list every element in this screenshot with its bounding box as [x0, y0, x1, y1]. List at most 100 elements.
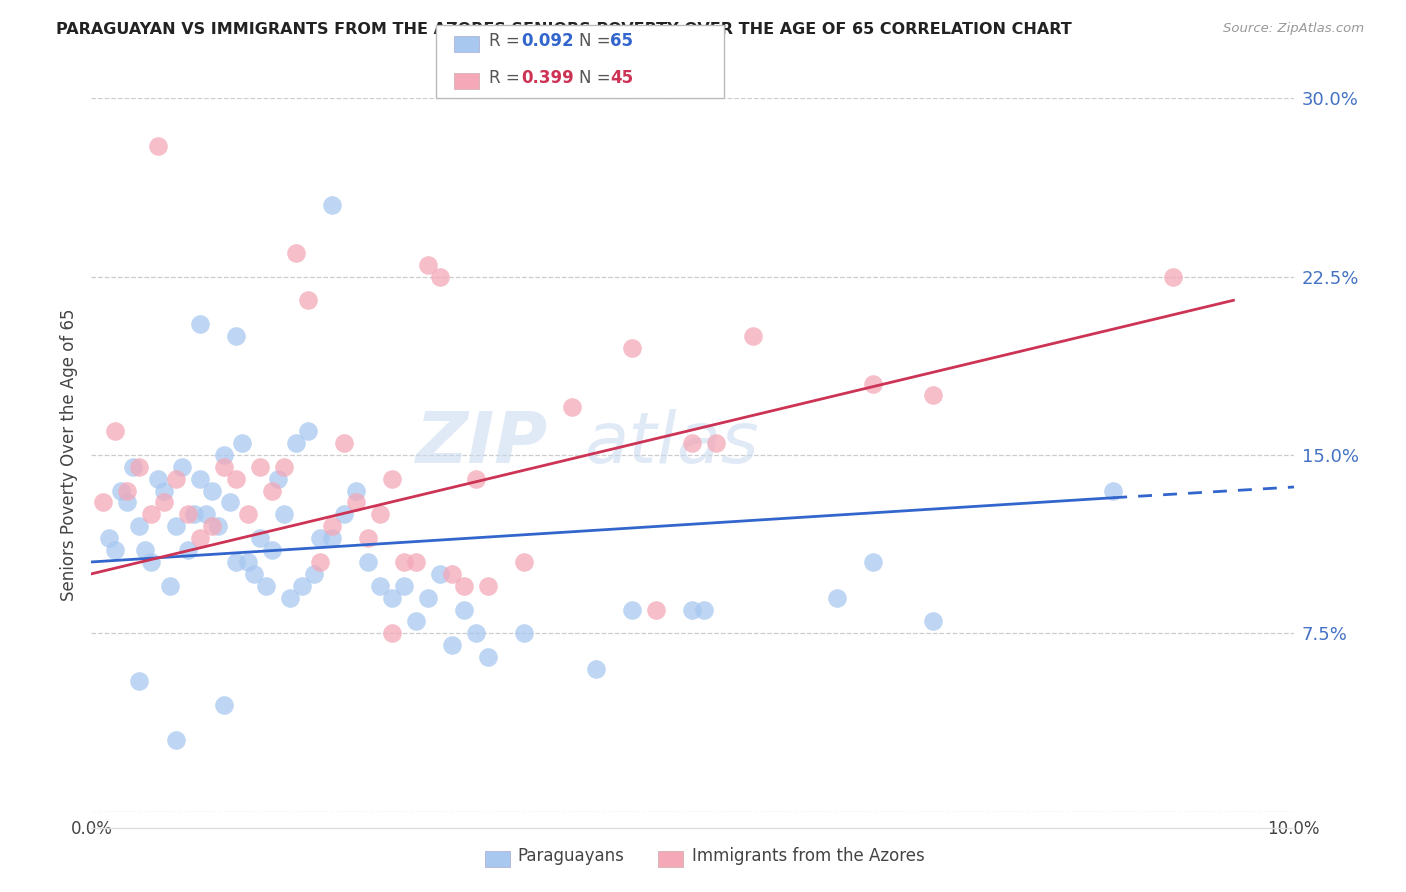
Point — [585, 662, 607, 676]
Text: 0.399: 0.399 — [522, 70, 575, 87]
Point — [201, 483, 224, 498]
Point — [344, 483, 367, 498]
Point — [134, 543, 156, 558]
Point — [453, 579, 475, 593]
Point — [368, 579, 391, 593]
Point — [513, 626, 536, 640]
Text: R =: R = — [489, 32, 526, 50]
Point — [212, 698, 235, 712]
Text: ZIP: ZIP — [416, 409, 548, 477]
Point — [159, 579, 181, 593]
Point — [357, 555, 380, 569]
Point — [441, 638, 464, 652]
Point — [825, 591, 848, 605]
Point — [122, 459, 145, 474]
Point — [117, 495, 139, 509]
Point — [146, 138, 169, 153]
Point — [681, 436, 703, 450]
Point — [194, 508, 217, 522]
Point — [201, 519, 224, 533]
Point — [441, 566, 464, 581]
Point — [188, 317, 211, 331]
Point — [297, 293, 319, 308]
Point — [291, 579, 314, 593]
Point — [381, 626, 404, 640]
Point — [333, 436, 356, 450]
Text: Source: ZipAtlas.com: Source: ZipAtlas.com — [1223, 22, 1364, 36]
Point — [381, 472, 404, 486]
Point — [225, 329, 247, 343]
Point — [392, 579, 415, 593]
Point — [273, 508, 295, 522]
Point — [477, 579, 499, 593]
Point — [146, 472, 169, 486]
Point — [302, 566, 325, 581]
Text: N =: N = — [579, 32, 616, 50]
Point — [368, 508, 391, 522]
Point — [225, 555, 247, 569]
Point — [278, 591, 301, 605]
Point — [141, 555, 163, 569]
Point — [922, 615, 945, 629]
Point — [249, 531, 271, 545]
Point — [321, 519, 343, 533]
Point — [165, 733, 187, 747]
Point — [405, 555, 427, 569]
Point — [188, 472, 211, 486]
Point — [284, 436, 307, 450]
Point — [344, 495, 367, 509]
Point — [513, 555, 536, 569]
Text: atlas: atlas — [585, 409, 759, 477]
Point — [236, 508, 259, 522]
Point — [922, 388, 945, 402]
Point — [561, 401, 583, 415]
Point — [212, 448, 235, 462]
Point — [405, 615, 427, 629]
Point — [465, 472, 488, 486]
Point — [621, 602, 644, 616]
Point — [357, 531, 380, 545]
Point — [308, 531, 330, 545]
Point — [176, 543, 198, 558]
Point — [333, 508, 356, 522]
Point — [260, 483, 283, 498]
Point — [249, 459, 271, 474]
Point — [176, 508, 198, 522]
Point — [218, 495, 240, 509]
Text: 0.092: 0.092 — [522, 32, 574, 50]
Point — [621, 341, 644, 355]
Point — [862, 376, 884, 391]
Y-axis label: Seniors Poverty Over the Age of 65: Seniors Poverty Over the Age of 65 — [59, 309, 77, 601]
Point — [254, 579, 277, 593]
Point — [93, 495, 115, 509]
Point — [225, 472, 247, 486]
Point — [128, 673, 150, 688]
Point — [416, 591, 439, 605]
Point — [862, 555, 884, 569]
Point — [741, 329, 763, 343]
Point — [1102, 483, 1125, 498]
Point — [392, 555, 415, 569]
Point — [98, 531, 121, 545]
Point — [128, 519, 150, 533]
Point — [236, 555, 259, 569]
Point — [141, 508, 163, 522]
Point — [165, 519, 187, 533]
Point — [260, 543, 283, 558]
Point — [297, 424, 319, 438]
Point — [429, 566, 451, 581]
Point — [231, 436, 253, 450]
Point — [477, 650, 499, 665]
Point — [453, 602, 475, 616]
Point — [416, 258, 439, 272]
Text: PARAGUAYAN VS IMMIGRANTS FROM THE AZORES SENIORS POVERTY OVER THE AGE OF 65 CORR: PARAGUAYAN VS IMMIGRANTS FROM THE AZORES… — [56, 22, 1071, 37]
Point — [273, 459, 295, 474]
Text: R =: R = — [489, 70, 526, 87]
Point — [152, 495, 174, 509]
Point — [110, 483, 132, 498]
Text: Paraguayans: Paraguayans — [517, 847, 624, 865]
Point — [429, 269, 451, 284]
Point — [321, 531, 343, 545]
Point — [188, 531, 211, 545]
Point — [284, 245, 307, 260]
